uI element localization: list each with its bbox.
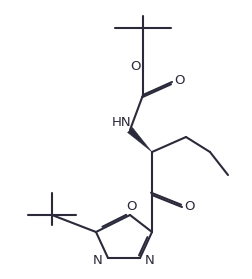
Text: N: N [93, 254, 103, 266]
Polygon shape [127, 128, 151, 152]
Text: O: O [184, 199, 195, 213]
Text: O: O [174, 74, 184, 88]
Text: O: O [130, 61, 141, 73]
Text: HN: HN [112, 116, 131, 129]
Text: O: O [126, 199, 137, 213]
Text: N: N [145, 254, 154, 266]
